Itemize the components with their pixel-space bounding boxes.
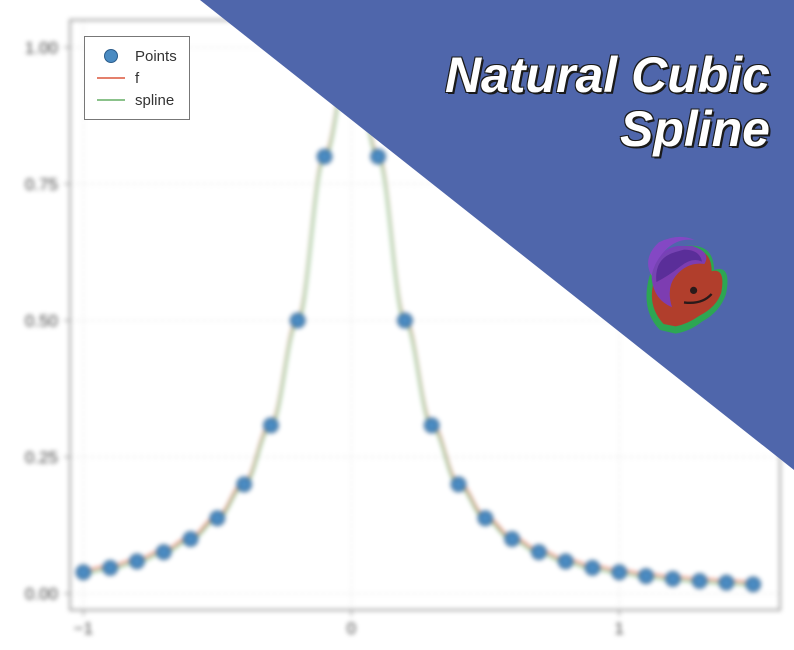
legend-label-points: Points [135, 48, 177, 65]
athena-logo [618, 228, 738, 348]
svg-text:0.00: 0.00 [25, 585, 58, 604]
svg-text:1: 1 [615, 619, 624, 638]
svg-text:0: 0 [347, 619, 356, 638]
svg-text:0.75: 0.75 [25, 175, 58, 194]
page-title: Natural Cubic Spline [445, 48, 770, 156]
legend-marker-spline [97, 99, 125, 101]
title-line-1: Natural Cubic [445, 48, 770, 102]
svg-text:0.25: 0.25 [25, 448, 58, 467]
svg-text:0.50: 0.50 [25, 311, 58, 330]
legend-label-f: f [135, 70, 139, 87]
title-line-2: Spline [445, 102, 770, 156]
legend-label-spline: spline [135, 92, 174, 109]
svg-text:−1: −1 [74, 619, 93, 638]
legend-row-points: Points [97, 45, 177, 67]
legend-row-f: f [97, 67, 177, 89]
legend-marker-points [104, 49, 118, 63]
svg-text:1.00: 1.00 [25, 38, 58, 57]
legend-row-spline: spline [97, 89, 177, 111]
chart-legend: Points f spline [84, 36, 190, 120]
legend-marker-f [97, 77, 125, 79]
